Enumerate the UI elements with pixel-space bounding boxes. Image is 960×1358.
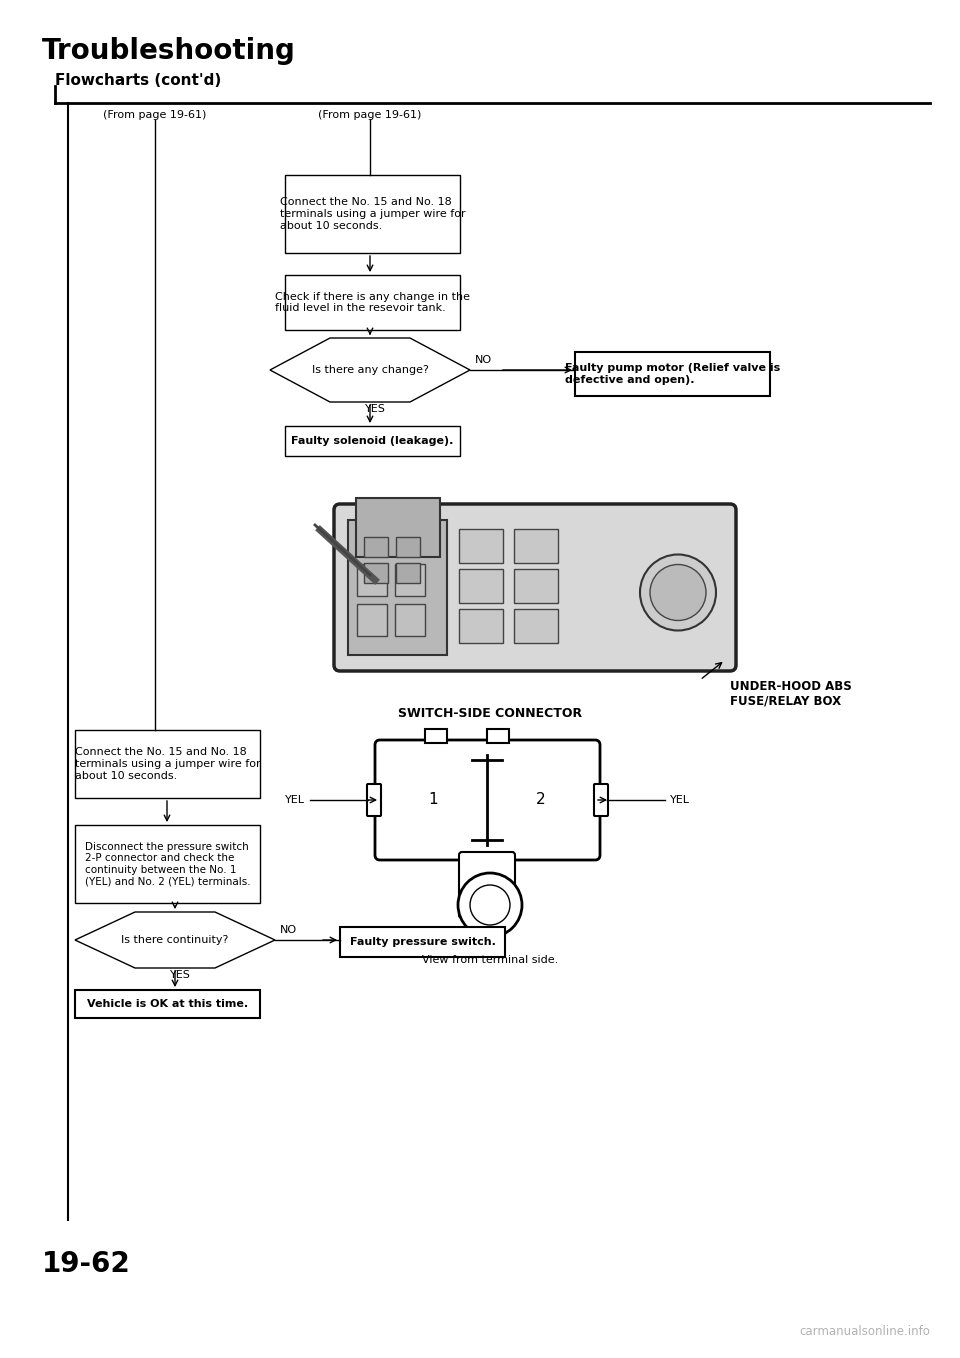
Text: Faulty solenoid (leakage).: Faulty solenoid (leakage). xyxy=(291,436,454,445)
Text: (From page 19-61): (From page 19-61) xyxy=(104,110,206,120)
FancyBboxPatch shape xyxy=(364,564,388,583)
FancyBboxPatch shape xyxy=(340,928,505,957)
Text: Faulty pressure switch.: Faulty pressure switch. xyxy=(349,937,495,947)
Circle shape xyxy=(470,885,510,925)
Circle shape xyxy=(640,554,716,630)
FancyBboxPatch shape xyxy=(396,564,420,583)
FancyBboxPatch shape xyxy=(356,498,440,557)
Text: YEL: YEL xyxy=(285,794,305,805)
Text: 1: 1 xyxy=(428,793,438,808)
FancyBboxPatch shape xyxy=(514,569,558,603)
Circle shape xyxy=(650,565,706,621)
FancyBboxPatch shape xyxy=(425,729,447,743)
FancyBboxPatch shape xyxy=(364,536,388,557)
Text: YEL: YEL xyxy=(670,794,690,805)
FancyBboxPatch shape xyxy=(459,608,503,642)
FancyBboxPatch shape xyxy=(334,504,736,671)
Text: Vehicle is OK at this time.: Vehicle is OK at this time. xyxy=(87,999,248,1009)
FancyBboxPatch shape xyxy=(357,604,387,636)
Text: Is there continuity?: Is there continuity? xyxy=(121,936,228,945)
FancyBboxPatch shape xyxy=(358,511,376,524)
FancyBboxPatch shape xyxy=(285,276,460,330)
FancyBboxPatch shape xyxy=(375,740,600,860)
Text: NO: NO xyxy=(280,925,298,936)
FancyBboxPatch shape xyxy=(75,990,260,1018)
Polygon shape xyxy=(75,913,275,968)
FancyBboxPatch shape xyxy=(514,608,558,642)
Text: (From page 19-61): (From page 19-61) xyxy=(319,110,421,120)
FancyBboxPatch shape xyxy=(396,536,420,557)
FancyBboxPatch shape xyxy=(514,530,558,564)
Text: Connect the No. 15 and No. 18
terminals using a jumper wire for
about 10 seconds: Connect the No. 15 and No. 18 terminals … xyxy=(279,197,466,231)
FancyBboxPatch shape xyxy=(575,352,770,397)
Text: 2: 2 xyxy=(537,793,546,808)
Text: UNDER-HOOD ABS
FUSE/RELAY BOX: UNDER-HOOD ABS FUSE/RELAY BOX xyxy=(730,680,852,708)
Text: View from terminal side.: View from terminal side. xyxy=(421,955,558,966)
FancyBboxPatch shape xyxy=(395,604,425,636)
Text: Is there any change?: Is there any change? xyxy=(312,365,428,375)
FancyBboxPatch shape xyxy=(395,564,425,596)
Text: 19-62: 19-62 xyxy=(42,1249,131,1278)
FancyBboxPatch shape xyxy=(357,564,387,596)
Text: Disconnect the pressure switch
2-P connector and check the
continuity between th: Disconnect the pressure switch 2-P conne… xyxy=(84,842,251,887)
FancyBboxPatch shape xyxy=(459,851,515,918)
FancyBboxPatch shape xyxy=(285,426,460,456)
Text: Troubleshooting: Troubleshooting xyxy=(42,37,296,65)
Text: Connect the No. 15 and No. 18
terminals using a jumper wire for
about 10 seconds: Connect the No. 15 and No. 18 terminals … xyxy=(75,747,260,781)
FancyBboxPatch shape xyxy=(367,784,381,816)
FancyBboxPatch shape xyxy=(386,511,404,524)
FancyBboxPatch shape xyxy=(459,530,503,564)
Circle shape xyxy=(458,873,522,937)
Text: Faulty pump motor (Relief valve is
defective and open).: Faulty pump motor (Relief valve is defec… xyxy=(564,363,780,384)
FancyBboxPatch shape xyxy=(594,784,608,816)
FancyBboxPatch shape xyxy=(487,729,509,743)
Text: YES: YES xyxy=(170,970,190,980)
Text: Flowcharts (cont'd): Flowcharts (cont'd) xyxy=(55,73,221,88)
Text: SWITCH-SIDE CONNECTOR: SWITCH-SIDE CONNECTOR xyxy=(398,708,582,720)
FancyBboxPatch shape xyxy=(414,511,432,524)
FancyBboxPatch shape xyxy=(348,520,447,655)
FancyBboxPatch shape xyxy=(75,731,260,799)
FancyBboxPatch shape xyxy=(285,175,460,253)
FancyBboxPatch shape xyxy=(75,826,260,903)
Text: Check if there is any change in the
fluid level in the resevoir tank.: Check if there is any change in the flui… xyxy=(275,292,470,314)
Text: NO: NO xyxy=(475,354,492,365)
Text: YES: YES xyxy=(365,403,385,414)
Text: carmanualsonline.info: carmanualsonline.info xyxy=(799,1325,930,1338)
FancyBboxPatch shape xyxy=(459,569,503,603)
Polygon shape xyxy=(270,338,470,402)
